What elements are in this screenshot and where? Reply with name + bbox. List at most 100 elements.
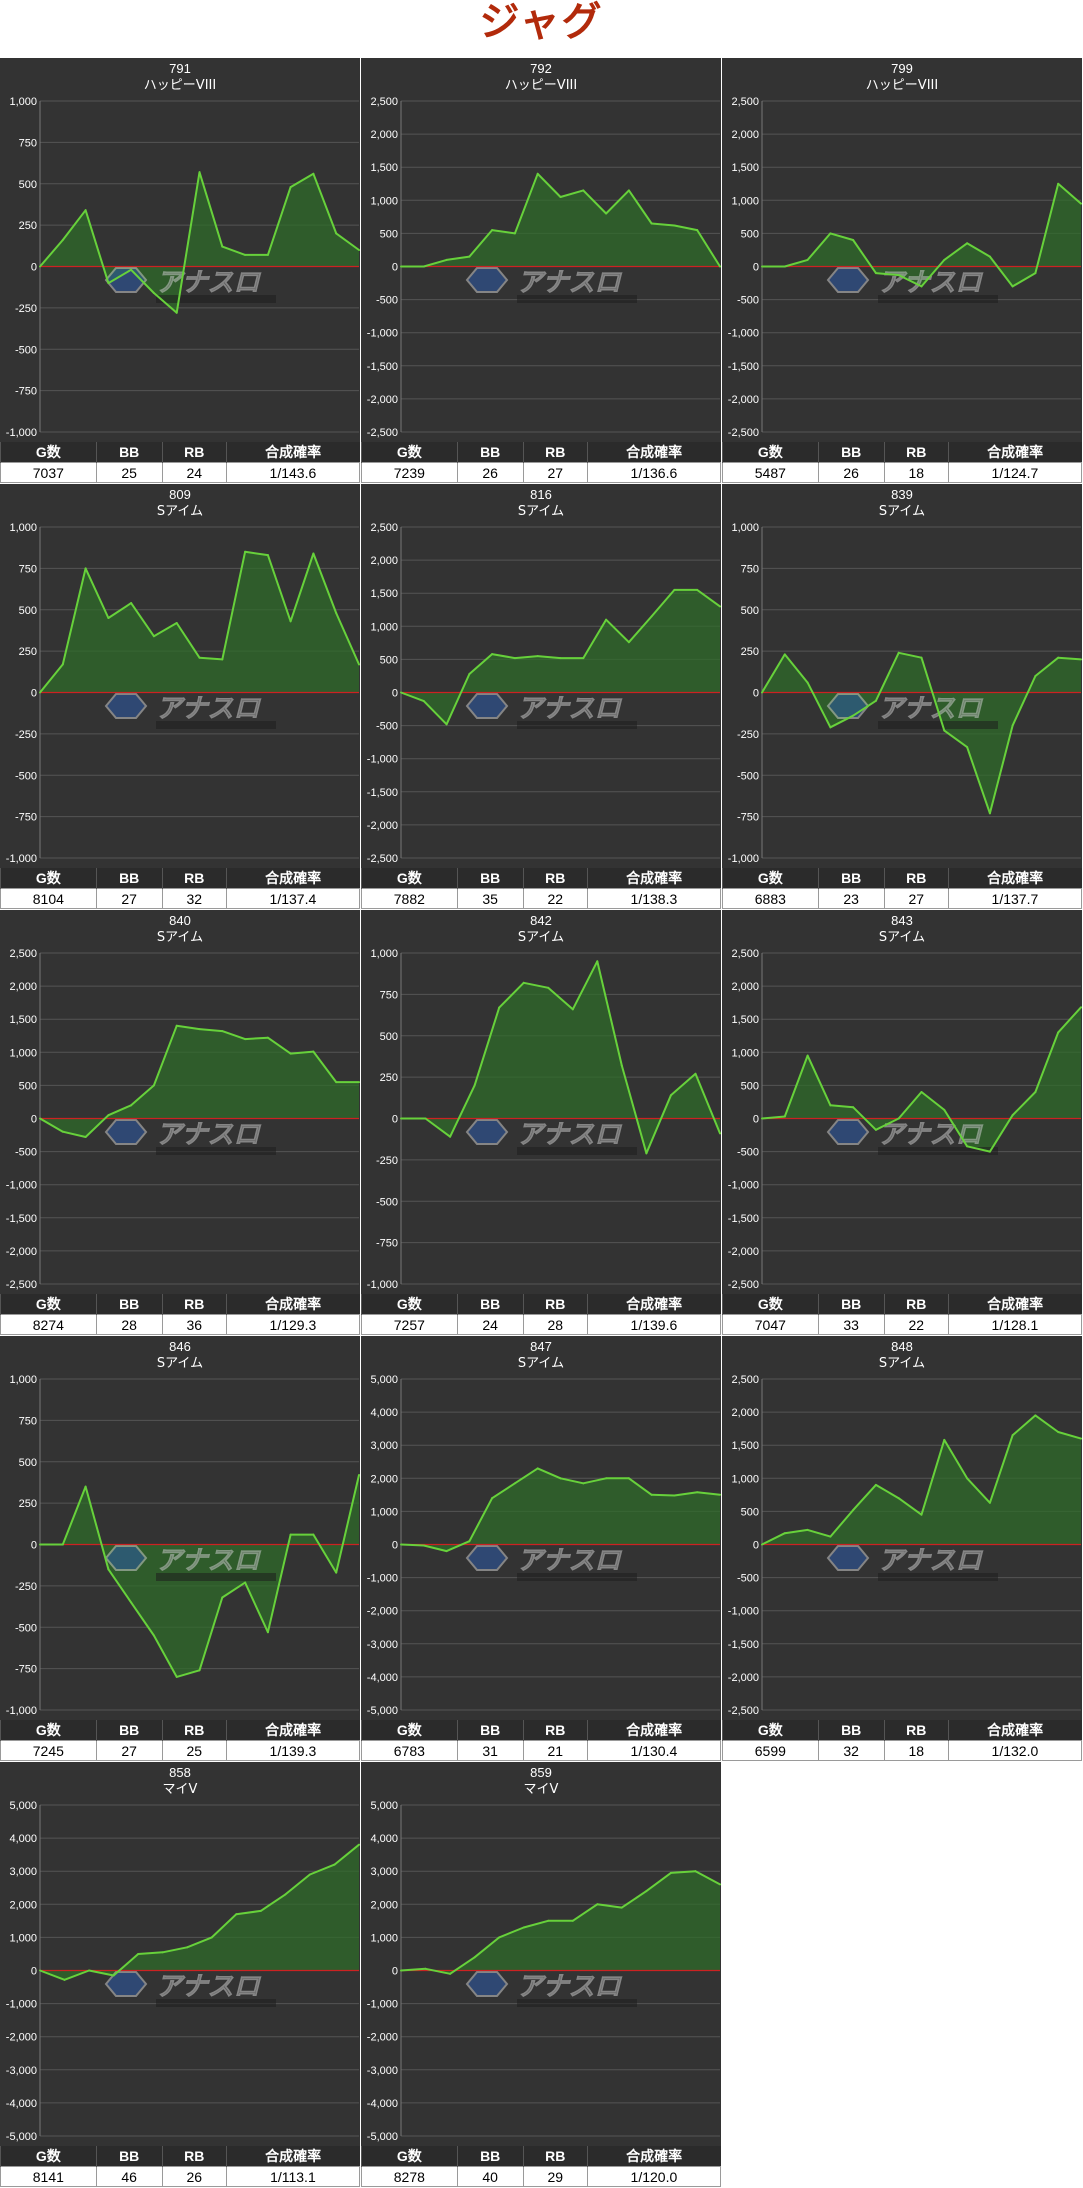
series-line-segment bbox=[806, 232, 832, 261]
watermark-text: アナスロ bbox=[156, 694, 261, 724]
series-line-segment bbox=[571, 960, 599, 1011]
chart-background bbox=[722, 58, 1082, 442]
stats-cell: 7882 bbox=[361, 888, 458, 909]
series-line-segment bbox=[266, 186, 292, 256]
stats-header: BB bbox=[456, 1294, 524, 1315]
watermark-bar bbox=[878, 1573, 998, 1581]
y-tick-label: 1,000 bbox=[9, 522, 37, 534]
y-tick-label: -2,000 bbox=[367, 2032, 398, 2044]
series-line-segment bbox=[571, 1903, 599, 1922]
watermark-text: アナスロ bbox=[156, 268, 261, 298]
y-tick-label: -1,000 bbox=[728, 853, 759, 865]
series-line-segment bbox=[244, 1036, 269, 1041]
series-line-segment bbox=[308, 1863, 336, 1876]
stats-cell: 1/124.7 bbox=[947, 462, 1083, 483]
stats-cell: 6599 bbox=[722, 1740, 819, 1761]
y-tick-label: 1,000 bbox=[9, 1374, 37, 1386]
y-tick-label: -1,000 bbox=[728, 1606, 759, 1618]
y-tick-label: -1,500 bbox=[728, 361, 759, 373]
series-line-segment bbox=[289, 172, 315, 189]
series-area bbox=[40, 551, 359, 693]
series-line-segment bbox=[513, 655, 539, 660]
watermark-logo: アナスロ bbox=[826, 1545, 998, 1581]
series-line-segment bbox=[522, 981, 550, 989]
y-tick-label: -2,000 bbox=[367, 820, 398, 832]
stats-cell: 25 bbox=[95, 462, 163, 483]
stats-table: G数 BB RB 合成確率 7239 26 27 1/136.6 bbox=[361, 442, 722, 483]
y-tick-label: 2,500 bbox=[731, 1374, 759, 1386]
stats-cell: 8141 bbox=[0, 2166, 97, 2187]
stats-header: 合成確率 bbox=[225, 442, 360, 463]
series-line-segment bbox=[498, 1926, 525, 1939]
watermark-bar bbox=[878, 721, 998, 729]
chart-background bbox=[722, 910, 1082, 1294]
series-line-segment bbox=[130, 268, 155, 294]
stats-cell: 7239 bbox=[361, 462, 458, 483]
y-tick-label: 0 bbox=[753, 688, 759, 700]
y-tick-label: -1,000 bbox=[6, 1180, 37, 1192]
series-line-segment bbox=[920, 656, 946, 732]
stats-header: G数 bbox=[0, 442, 97, 463]
series-line-segment bbox=[829, 232, 855, 241]
watermark-text: アナスロ bbox=[878, 694, 983, 724]
stats-cell: 32 bbox=[161, 888, 227, 909]
chart-title: 816 bbox=[530, 487, 552, 502]
series-line-segment bbox=[175, 1024, 201, 1031]
series-line-segment bbox=[582, 1477, 608, 1485]
y-tick-label: -250 bbox=[376, 1155, 398, 1167]
series-line-segment bbox=[559, 189, 585, 198]
series-line-segment bbox=[424, 1967, 452, 1975]
series-line-segment bbox=[335, 1474, 360, 1574]
series-line-segment bbox=[829, 1509, 855, 1538]
watermark-bar bbox=[156, 1999, 276, 2007]
stats-cell: 1/120.0 bbox=[586, 2166, 722, 2187]
stats-header: RB bbox=[883, 1294, 949, 1315]
series-line-segment bbox=[1011, 1091, 1037, 1117]
stats-header: RB bbox=[161, 2146, 227, 2167]
y-tick-label: 500 bbox=[741, 605, 759, 617]
series-line-segment bbox=[39, 663, 64, 694]
stats-cell: 28 bbox=[522, 1314, 588, 1335]
series-line-segment bbox=[761, 1532, 786, 1546]
series-line-segment bbox=[645, 1871, 672, 1893]
stats-header: RB bbox=[522, 1294, 588, 1315]
series-line-segment bbox=[266, 1533, 292, 1634]
watermark-logo: アナスロ bbox=[465, 1971, 637, 2007]
series-line-segment bbox=[605, 618, 630, 644]
stats-cell: 1/136.6 bbox=[586, 462, 722, 483]
series-line-segment bbox=[112, 1953, 140, 1977]
y-tick-label: 1,000 bbox=[370, 1506, 398, 1518]
series-line-segment bbox=[161, 1946, 189, 1954]
series-line-segment bbox=[874, 272, 900, 277]
series-line-segment bbox=[445, 1540, 471, 1553]
series-line-segment bbox=[449, 1084, 476, 1138]
watermark-hex-icon bbox=[465, 693, 509, 719]
series-line-segment bbox=[650, 588, 676, 618]
y-tick-label: 0 bbox=[31, 1540, 37, 1552]
stats-header: BB bbox=[817, 1720, 885, 1741]
series-line-segment bbox=[966, 1145, 991, 1153]
stats-cell: 1/129.3 bbox=[225, 1314, 361, 1335]
series-line-segment bbox=[536, 655, 562, 660]
y-tick-label: 250 bbox=[741, 646, 759, 658]
stats-header: BB bbox=[817, 442, 885, 463]
y-tick-label: -500 bbox=[737, 770, 759, 782]
stats-cell: 28 bbox=[95, 1314, 163, 1335]
chart-title: 839 bbox=[891, 487, 913, 502]
series-line-segment bbox=[445, 673, 471, 726]
chart-title: 847 bbox=[530, 1339, 552, 1354]
y-tick-label: 2,500 bbox=[370, 522, 398, 534]
series-line-segment bbox=[152, 622, 178, 638]
stats-header: G数 bbox=[361, 2146, 458, 2167]
watermark-logo: アナスロ bbox=[465, 693, 637, 729]
chart-subtitle: マイV bbox=[524, 1782, 559, 1797]
series-line-segment bbox=[186, 1936, 213, 1949]
y-tick-label: -2,500 bbox=[367, 427, 398, 439]
stats-header: G数 bbox=[361, 868, 458, 889]
y-tick-label: -500 bbox=[376, 721, 398, 733]
series-line-segment bbox=[783, 653, 809, 684]
y-tick-label: -1,000 bbox=[6, 1999, 37, 2011]
chart-subtitle: ハッピーVIII bbox=[505, 78, 577, 93]
y-tick-label: -750 bbox=[15, 1664, 37, 1676]
series-line-segment bbox=[694, 1870, 721, 1886]
